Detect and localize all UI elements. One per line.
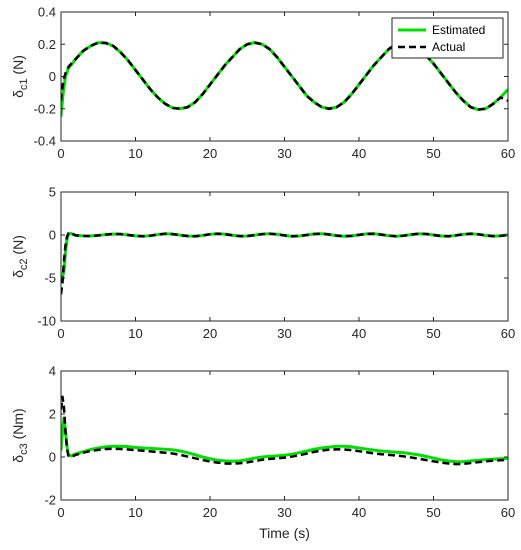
x-tick-label: 40 (352, 146, 366, 161)
x-tick-label: 60 (501, 146, 515, 161)
y-tick-label: 0 (49, 228, 56, 243)
y-tick-label: -10 (37, 314, 56, 329)
y-tick-label: 0.4 (38, 5, 56, 20)
y-tick-label: -0.2 (34, 101, 56, 116)
y-axis-label: δc1 (N) (10, 55, 30, 98)
series-actual-line (61, 41, 508, 111)
y-tick-label: 0 (49, 450, 56, 465)
y-axis-label: δc2 (N) (10, 235, 30, 278)
axes-frame (60, 370, 509, 501)
y-axis-label: δc3 (Nm) (10, 408, 30, 462)
x-tick-label: 50 (426, 326, 440, 341)
y-tick-label: -0.4 (34, 134, 56, 149)
y-tick-label: 2 (49, 407, 56, 422)
y-tick-label: -5 (44, 271, 56, 286)
x-tick-label: 10 (128, 505, 142, 520)
series-actual-line (61, 395, 508, 466)
x-tick-label: 40 (352, 505, 366, 520)
subplot-1: 0 10 20 30 40 50 60 -0.4 -0.2 0 0.2 0.4 δc1 (N) Estim… (10, 5, 515, 162)
x-tick-label: 60 (501, 505, 515, 520)
x-tick-label: 30 (277, 326, 291, 341)
axes-frame (60, 191, 509, 322)
y-tick-label: 0 (49, 69, 56, 84)
series-actual-line (61, 231, 508, 295)
x-tick-label: 20 (203, 505, 217, 520)
legend-label-estimated: Estimated (432, 23, 485, 37)
x-axis-label: Time (s) (259, 525, 310, 541)
x-tick-label: 30 (277, 505, 291, 520)
x-tick-label: 10 (128, 326, 142, 341)
x-tick-label: 0 (57, 505, 64, 520)
x-tick-label: 0 (57, 326, 64, 341)
x-tick-label: 50 (426, 505, 440, 520)
x-tick-label: 40 (352, 326, 366, 341)
x-tick-label: 30 (277, 146, 291, 161)
series-estimated-line (61, 231, 508, 279)
x-tick-label: 50 (426, 146, 440, 161)
x-tick-label: 20 (203, 146, 217, 161)
legend-box (391, 17, 504, 59)
y-tick-label: -2 (44, 493, 56, 508)
x-tick-label: 0 (57, 146, 64, 161)
x-tick-label: 10 (128, 146, 142, 161)
y-tick-label: 5 (49, 185, 56, 200)
y-tick-label: 4 (49, 364, 56, 379)
legend-label-actual: Actual (432, 40, 465, 54)
y-tick-label: 0.2 (38, 37, 56, 52)
series-estimated-line (61, 416, 508, 464)
x-tick-label: 20 (203, 326, 217, 341)
subplot-2: 0 10 20 30 40 50 60 -10 -5 0 5 δc2 (N) (10, 185, 515, 342)
x-tick-label: 60 (501, 326, 515, 341)
legend: Estimated Actual (391, 17, 504, 59)
